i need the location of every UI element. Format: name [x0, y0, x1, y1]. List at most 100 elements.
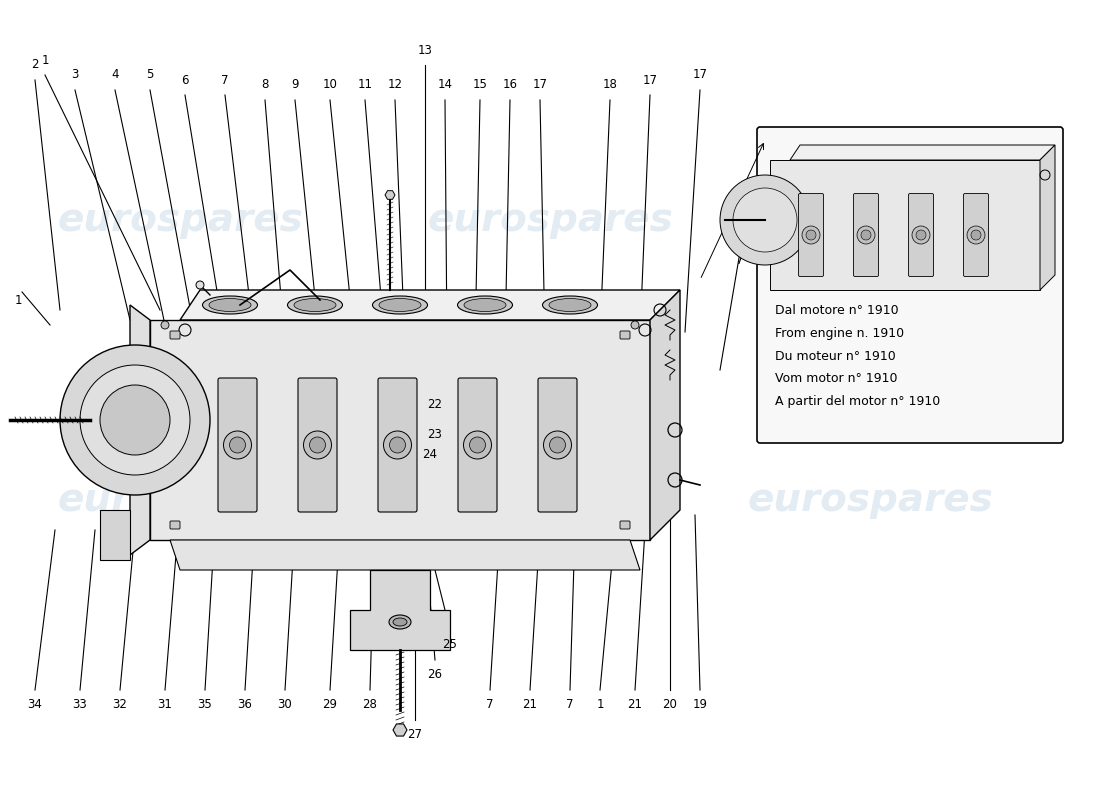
Circle shape: [802, 226, 820, 244]
Polygon shape: [350, 570, 450, 650]
FancyBboxPatch shape: [799, 194, 824, 277]
Circle shape: [60, 345, 210, 495]
Text: A partir del motor n° 1910: A partir del motor n° 1910: [776, 395, 940, 409]
Text: 1: 1: [14, 294, 22, 306]
Circle shape: [463, 431, 492, 459]
Polygon shape: [100, 510, 130, 560]
Circle shape: [543, 431, 572, 459]
Text: 2: 2: [31, 58, 38, 71]
Circle shape: [230, 437, 245, 453]
Polygon shape: [650, 290, 680, 540]
Ellipse shape: [464, 298, 506, 311]
Text: 23: 23: [428, 429, 442, 442]
FancyBboxPatch shape: [378, 378, 417, 512]
Text: 38: 38: [837, 138, 852, 151]
Text: 7: 7: [486, 698, 494, 711]
Circle shape: [384, 431, 411, 459]
Ellipse shape: [379, 298, 421, 311]
Text: eurospares: eurospares: [747, 481, 993, 519]
Text: 17: 17: [532, 78, 548, 91]
Circle shape: [912, 226, 930, 244]
Text: 21: 21: [522, 698, 538, 711]
Circle shape: [304, 431, 331, 459]
Text: 5: 5: [146, 69, 154, 82]
Circle shape: [971, 230, 981, 240]
Polygon shape: [170, 540, 640, 570]
Text: 27: 27: [407, 729, 422, 742]
Text: 18: 18: [603, 78, 617, 91]
Ellipse shape: [549, 298, 591, 311]
Circle shape: [967, 226, 984, 244]
Text: 17: 17: [642, 74, 658, 86]
Polygon shape: [180, 290, 680, 320]
Text: 37: 37: [788, 138, 803, 151]
FancyBboxPatch shape: [170, 331, 180, 339]
Text: 20: 20: [662, 698, 678, 711]
Text: 1: 1: [42, 54, 48, 66]
Text: 1: 1: [596, 698, 604, 711]
Text: 14: 14: [438, 78, 452, 91]
FancyBboxPatch shape: [298, 378, 337, 512]
Polygon shape: [790, 145, 1055, 160]
Text: eurospares: eurospares: [57, 201, 303, 239]
Circle shape: [631, 321, 639, 329]
Text: 19: 19: [693, 698, 707, 711]
Text: 21: 21: [627, 698, 642, 711]
Text: eurospares: eurospares: [427, 201, 673, 239]
Circle shape: [389, 437, 406, 453]
FancyBboxPatch shape: [757, 127, 1063, 443]
Text: 24: 24: [422, 449, 438, 462]
Ellipse shape: [294, 298, 335, 311]
FancyBboxPatch shape: [218, 378, 257, 512]
Text: Du moteur n° 1910: Du moteur n° 1910: [776, 350, 895, 362]
Ellipse shape: [202, 296, 257, 314]
Ellipse shape: [393, 618, 407, 626]
FancyBboxPatch shape: [458, 378, 497, 512]
Text: 26: 26: [428, 669, 442, 682]
FancyBboxPatch shape: [620, 521, 630, 529]
Circle shape: [223, 431, 252, 459]
Ellipse shape: [458, 296, 513, 314]
Ellipse shape: [542, 296, 597, 314]
Circle shape: [916, 230, 926, 240]
Text: 6: 6: [182, 74, 189, 86]
Text: eurospares: eurospares: [427, 481, 673, 519]
Circle shape: [161, 321, 169, 329]
Polygon shape: [770, 160, 1040, 290]
Ellipse shape: [209, 298, 251, 311]
FancyBboxPatch shape: [854, 194, 879, 277]
Text: 39: 39: [882, 138, 898, 151]
Text: 11: 11: [358, 78, 373, 91]
Circle shape: [100, 385, 170, 455]
Text: 8: 8: [262, 78, 268, 91]
Text: 36: 36: [238, 698, 252, 711]
Text: 33: 33: [73, 698, 87, 711]
Polygon shape: [1040, 145, 1055, 290]
Text: 15: 15: [473, 78, 487, 91]
Circle shape: [196, 281, 204, 289]
Text: 22: 22: [428, 398, 442, 411]
Ellipse shape: [389, 615, 411, 629]
Text: eurospares: eurospares: [57, 481, 303, 519]
Polygon shape: [393, 724, 407, 736]
Circle shape: [309, 437, 326, 453]
Text: 3: 3: [72, 69, 79, 82]
Circle shape: [857, 226, 874, 244]
Circle shape: [550, 437, 565, 453]
Ellipse shape: [287, 296, 342, 314]
Circle shape: [720, 175, 810, 265]
Text: 30: 30: [277, 698, 293, 711]
Text: 25: 25: [442, 638, 458, 651]
Circle shape: [861, 230, 871, 240]
Text: 17: 17: [693, 69, 707, 82]
Text: 29: 29: [322, 698, 338, 711]
Ellipse shape: [373, 296, 428, 314]
FancyBboxPatch shape: [620, 331, 630, 339]
FancyBboxPatch shape: [909, 194, 934, 277]
FancyBboxPatch shape: [538, 378, 578, 512]
Text: Vom motor n° 1910: Vom motor n° 1910: [776, 373, 898, 386]
Text: 12: 12: [387, 78, 403, 91]
Text: 9: 9: [292, 78, 299, 91]
FancyBboxPatch shape: [170, 521, 180, 529]
Text: From engine n. 1910: From engine n. 1910: [776, 326, 904, 339]
